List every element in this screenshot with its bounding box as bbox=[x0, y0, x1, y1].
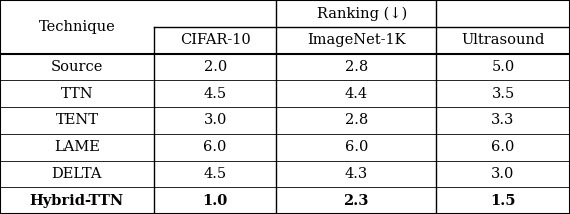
Text: 6.0: 6.0 bbox=[491, 140, 515, 154]
Text: 2.0: 2.0 bbox=[203, 60, 227, 74]
Text: Technique: Technique bbox=[39, 20, 115, 34]
Text: 2.8: 2.8 bbox=[345, 60, 368, 74]
Text: 1.0: 1.0 bbox=[202, 194, 228, 208]
Text: 4.5: 4.5 bbox=[203, 167, 227, 181]
Text: 3.5: 3.5 bbox=[491, 87, 515, 101]
Text: 2.3: 2.3 bbox=[344, 194, 369, 208]
Text: Ranking (↓): Ranking (↓) bbox=[317, 6, 407, 21]
Text: LAME: LAME bbox=[54, 140, 100, 154]
Text: 3.0: 3.0 bbox=[203, 113, 227, 127]
Text: 4.3: 4.3 bbox=[345, 167, 368, 181]
Text: 3.0: 3.0 bbox=[491, 167, 515, 181]
Text: DELTA: DELTA bbox=[52, 167, 102, 181]
Text: Ultrasound: Ultrasound bbox=[461, 33, 545, 47]
Text: 2.8: 2.8 bbox=[345, 113, 368, 127]
Text: 4.5: 4.5 bbox=[203, 87, 227, 101]
Text: ImageNet-1K: ImageNet-1K bbox=[307, 33, 406, 47]
Text: 4.4: 4.4 bbox=[345, 87, 368, 101]
Text: Source: Source bbox=[51, 60, 103, 74]
Text: 3.3: 3.3 bbox=[491, 113, 515, 127]
Text: 6.0: 6.0 bbox=[344, 140, 368, 154]
Text: 5.0: 5.0 bbox=[491, 60, 515, 74]
Text: TENT: TENT bbox=[55, 113, 99, 127]
Text: 1.5: 1.5 bbox=[490, 194, 516, 208]
Text: Hybrid-TTN: Hybrid-TTN bbox=[30, 194, 124, 208]
Text: CIFAR-10: CIFAR-10 bbox=[180, 33, 251, 47]
Text: TTN: TTN bbox=[60, 87, 93, 101]
Text: 6.0: 6.0 bbox=[203, 140, 227, 154]
